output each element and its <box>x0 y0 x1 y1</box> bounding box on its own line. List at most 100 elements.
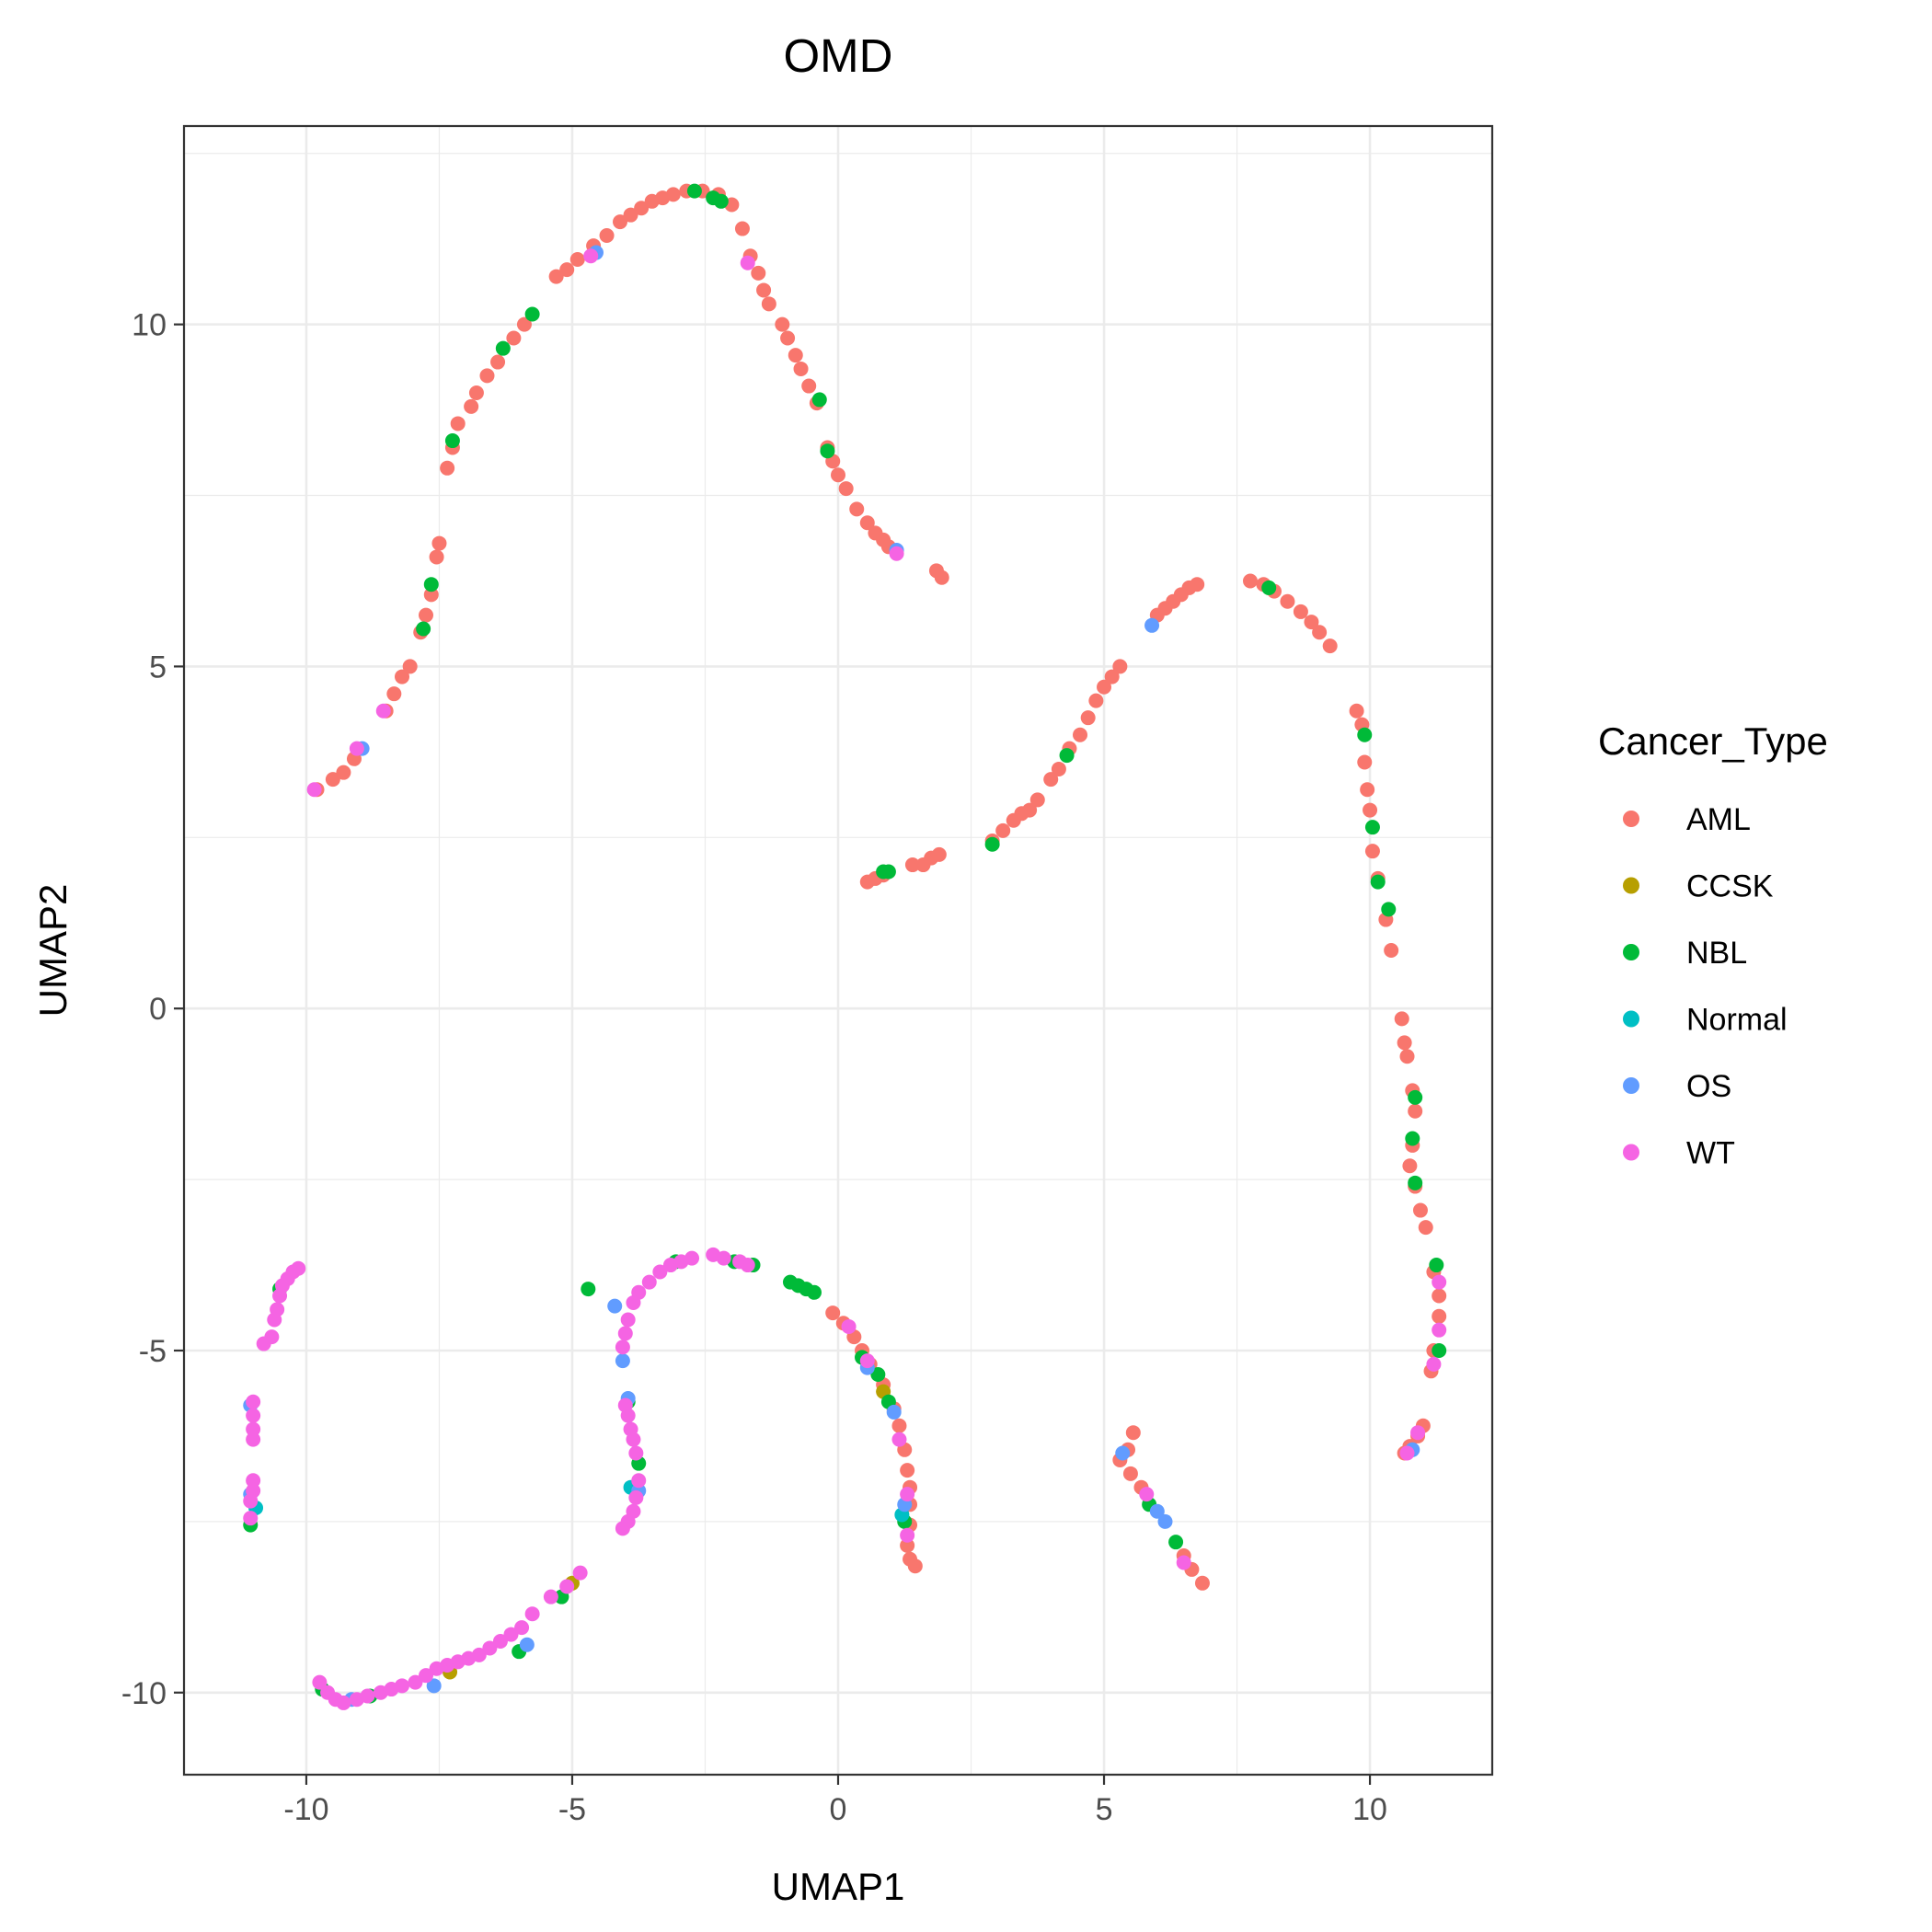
point-wt <box>524 1606 540 1622</box>
x-axis: -10 -5 0 5 10 <box>283 1775 1387 1827</box>
point-nbl <box>524 306 540 322</box>
point-aml <box>1418 1220 1433 1236</box>
point-wt <box>471 1647 487 1662</box>
point-wt <box>628 1489 644 1505</box>
point-wt <box>841 1318 857 1334</box>
point-wt <box>514 1620 530 1636</box>
point-wt <box>306 782 322 798</box>
point-aml <box>395 669 409 684</box>
point-nbl <box>870 1367 886 1383</box>
legend-key-os <box>1623 1077 1639 1094</box>
point-aml <box>801 378 817 394</box>
point-wt <box>684 1250 700 1266</box>
point-aml <box>548 269 564 284</box>
legend-key-aml <box>1623 811 1639 827</box>
point-wt <box>246 1408 261 1423</box>
point-aml <box>1097 679 1112 695</box>
point-nbl <box>820 443 835 459</box>
point-nbl <box>423 577 439 592</box>
y-tick-label: 10 <box>132 308 167 343</box>
x-tick-label: 10 <box>1352 1792 1387 1827</box>
point-nbl <box>880 864 896 880</box>
point-aml <box>1080 710 1096 726</box>
point-wt <box>859 1353 875 1369</box>
point-wt <box>375 703 391 719</box>
point-os <box>1157 1513 1173 1529</box>
point-aml <box>1363 802 1378 818</box>
point-aml <box>1242 573 1258 589</box>
point-wt <box>623 1421 638 1437</box>
x-tick-label: 5 <box>1096 1792 1113 1827</box>
point-aml <box>1280 593 1295 609</box>
point-wt <box>1176 1555 1191 1570</box>
point-os <box>1144 617 1160 633</box>
point-wt <box>246 1432 261 1447</box>
point-wt <box>628 1445 644 1461</box>
point-aml <box>900 1463 915 1478</box>
point-aml <box>891 1418 907 1433</box>
point-aml <box>450 416 466 431</box>
point-aml <box>859 515 875 531</box>
point-aml <box>623 207 638 223</box>
legend-items: AML CCSK NBL Normal OS WT <box>1623 802 1788 1171</box>
point-aml <box>1051 761 1066 776</box>
point-aml <box>1432 1308 1447 1324</box>
point-aml <box>1293 604 1308 619</box>
point-wt <box>740 255 755 270</box>
point-wt <box>740 1258 755 1273</box>
point-os <box>886 1404 902 1420</box>
point-wt <box>503 1627 519 1642</box>
point-os <box>1149 1503 1165 1519</box>
point-wt <box>631 1284 647 1300</box>
point-wt <box>243 1511 259 1526</box>
point-os <box>615 1353 630 1369</box>
y-tick-label: -10 <box>121 1676 167 1711</box>
point-aml <box>613 214 627 230</box>
point-aml <box>831 467 845 483</box>
point-aml <box>479 368 495 384</box>
point-wt <box>620 1312 636 1328</box>
point-wt <box>615 1340 630 1355</box>
point-aml <box>756 282 772 298</box>
point-wt <box>891 1432 907 1447</box>
point-aml <box>431 535 447 551</box>
point-aml <box>995 822 1011 838</box>
x-axis-title: UMAP1 <box>772 1865 905 1908</box>
point-nbl <box>1405 1131 1420 1146</box>
point-aml <box>468 385 484 400</box>
point-aml <box>1073 727 1088 742</box>
point-aml <box>1125 1425 1141 1441</box>
point-aml <box>751 265 766 281</box>
point-aml <box>788 348 803 363</box>
point-nbl <box>416 621 431 637</box>
point-nbl <box>1370 874 1386 890</box>
point-aml <box>506 330 522 346</box>
point-wt <box>641 1274 657 1290</box>
point-aml <box>559 262 575 278</box>
point-aml <box>780 330 796 346</box>
y-axis: -10 -5 0 5 10 <box>121 308 184 1711</box>
legend-label-wt: WT <box>1686 1136 1735 1171</box>
point-nbl <box>1429 1258 1444 1273</box>
point-nbl <box>495 340 511 356</box>
point-nbl <box>444 433 460 449</box>
point-aml <box>904 857 920 873</box>
point-aml <box>634 201 650 216</box>
point-wt <box>408 1674 423 1690</box>
point-aml <box>490 354 506 370</box>
point-aml <box>1194 1575 1210 1591</box>
point-aml <box>1088 693 1104 708</box>
point-wt <box>1139 1487 1155 1502</box>
point-aml <box>516 316 532 332</box>
legend-label-os: OS <box>1686 1069 1731 1104</box>
legend-label-ccsk: CCSK <box>1686 869 1774 904</box>
point-aml <box>1432 1288 1447 1304</box>
plot-area <box>182 124 1494 1777</box>
point-aml <box>838 481 854 497</box>
point-wt <box>246 1421 261 1437</box>
legend-label-aml: AML <box>1686 802 1751 837</box>
point-nbl <box>1364 820 1380 835</box>
point-wt <box>349 741 364 756</box>
point-aml <box>1322 638 1338 654</box>
point-aml <box>599 227 615 243</box>
